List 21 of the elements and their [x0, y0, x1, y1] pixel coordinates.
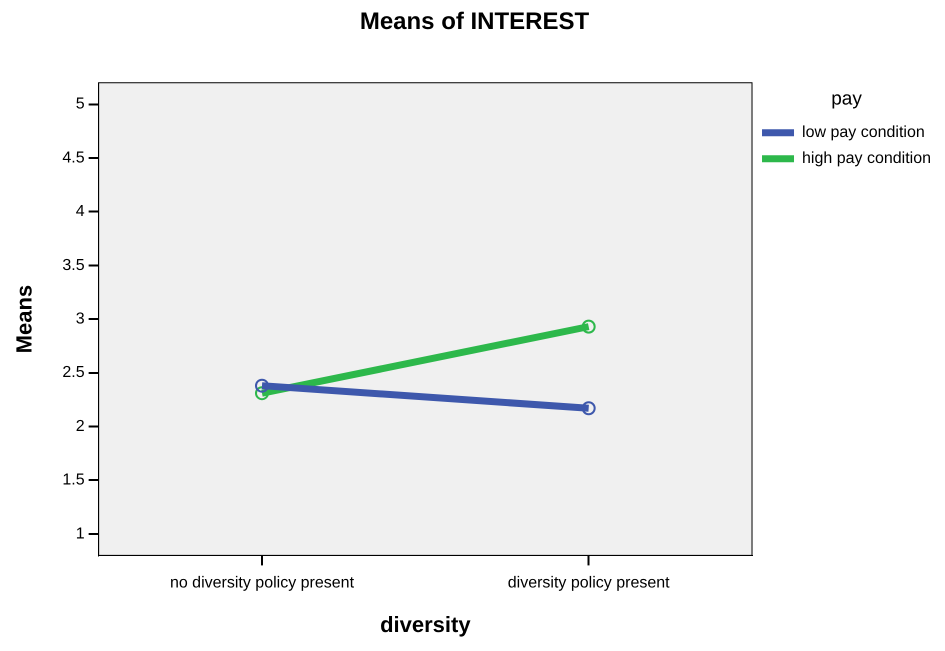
y-tick-label: 2 — [76, 418, 85, 435]
y-tick-label: 4.5 — [62, 149, 85, 166]
y-tick-label: 3.5 — [62, 256, 85, 274]
y-tick-label: 1 — [76, 525, 85, 542]
legend-label: high pay condition — [802, 150, 931, 168]
y-tick-label: 5 — [76, 96, 85, 113]
chart-title: Means of INTEREST — [360, 8, 590, 36]
point — [582, 401, 596, 416]
x-tick-label: no diversity policy present — [170, 574, 355, 592]
x-axis-title: diversity — [380, 612, 472, 637]
y-axis-title: Means — [11, 284, 36, 354]
y-tick-label: 2.5 — [62, 364, 85, 382]
point — [254, 386, 269, 400]
y-tick-label: 3 — [76, 310, 85, 328]
legend-title: pay — [831, 88, 862, 110]
point — [254, 378, 269, 393]
y-tick-label: 4 — [76, 203, 85, 220]
y-tick-label: 1.5 — [62, 472, 85, 489]
x-tick-label: diversity policy present — [508, 574, 670, 592]
legend-label: low pay condition — [802, 124, 925, 142]
point — [582, 320, 596, 334]
